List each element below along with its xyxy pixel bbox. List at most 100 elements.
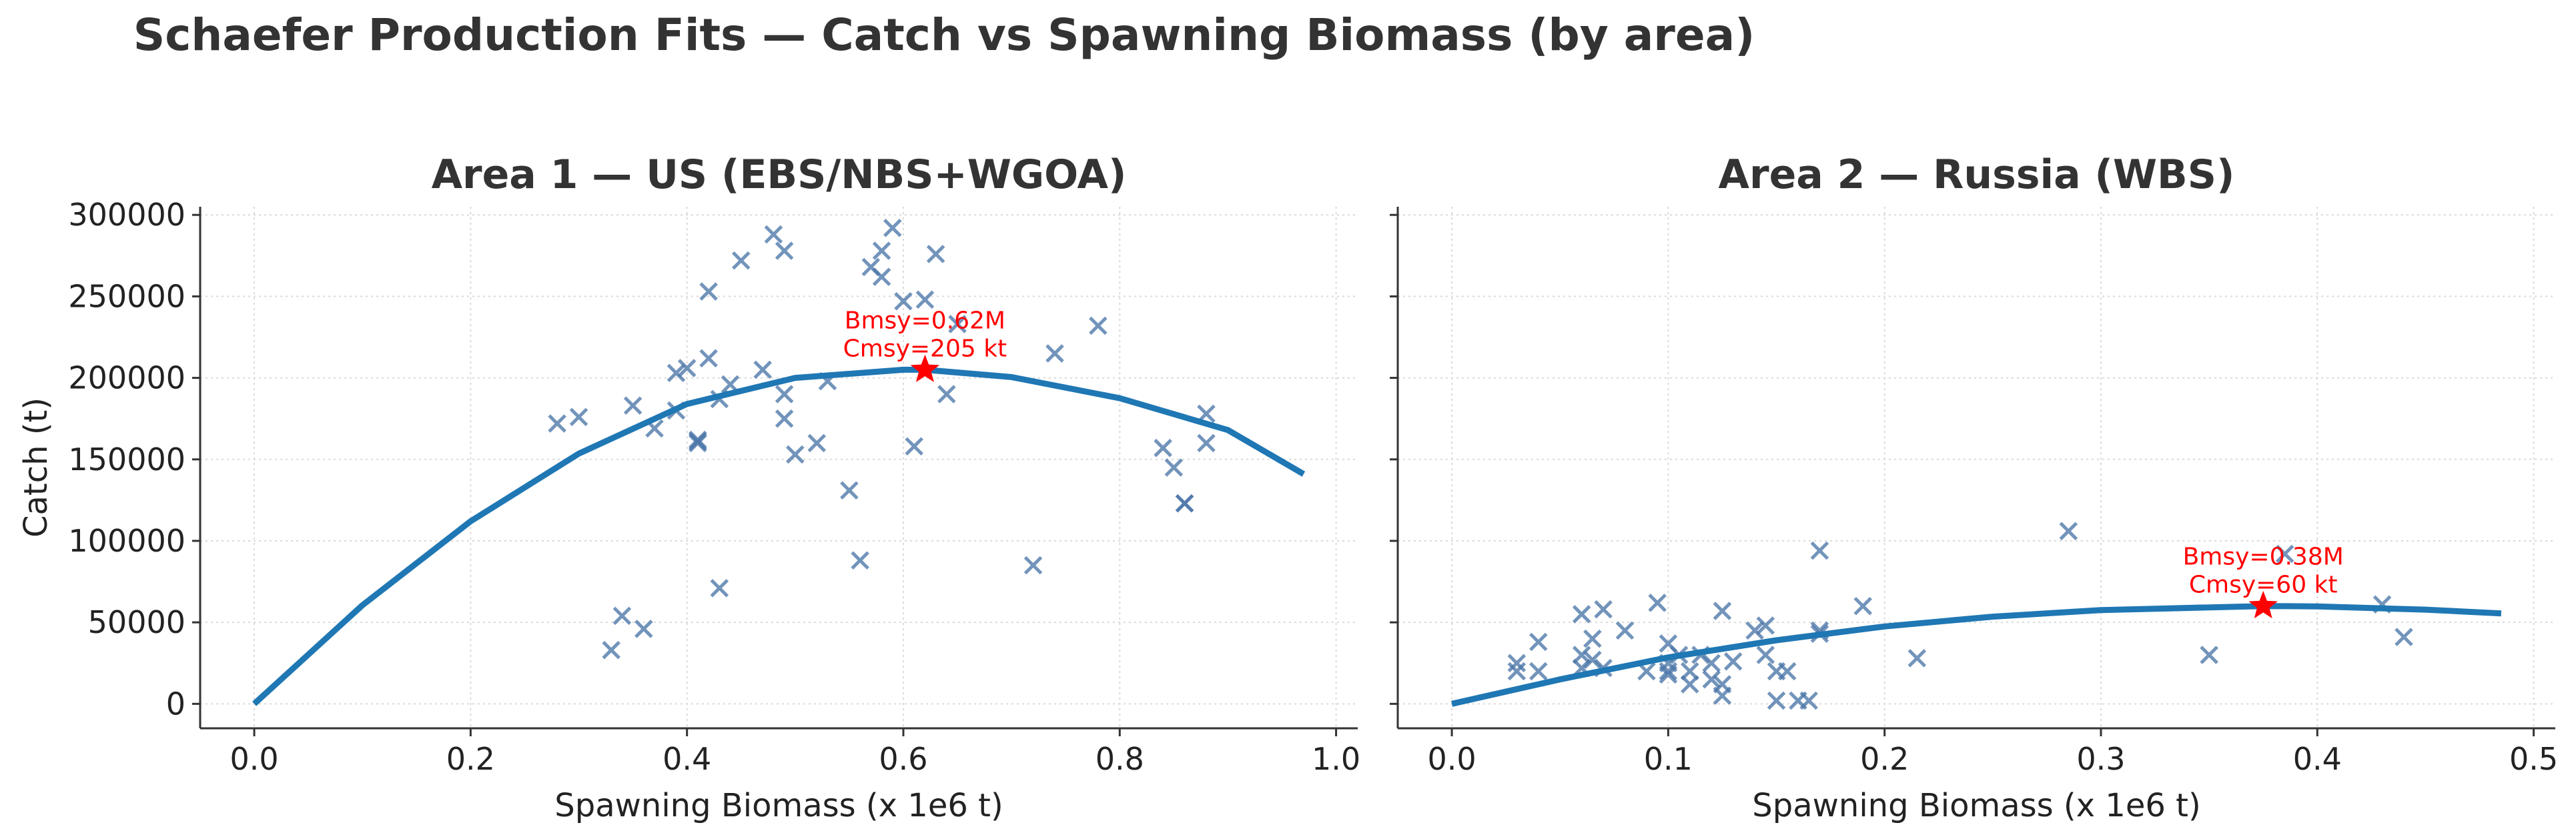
scatter-point [1507,662,1527,681]
scatter-point [1197,434,1216,453]
scatter-point [1702,654,1721,673]
scatter-point [1583,650,1602,670]
x-tick-label: 0.1 [1644,741,1693,777]
x-tick-label: 0.5 [2509,741,2558,777]
scatter-point [775,241,794,260]
y-axis-label: Catch (t) [17,397,55,538]
subplot-title: Area 2 — Russia (WBS) [1719,151,2235,198]
scatter-point [883,219,902,237]
scatter-point [677,359,697,377]
scatter-point [894,291,913,311]
scatter-point [775,409,794,428]
msy-star-marker [910,354,940,382]
scatter-point [948,315,967,333]
scatter-point [1089,316,1108,335]
scatter-point [2200,646,2218,664]
scatter-point [872,241,891,260]
x-tick-label: 0.0 [230,741,278,777]
scatter-point [926,245,945,263]
y-tick-label: 300000 [68,197,185,233]
scatter-point [753,360,772,379]
y-tick-label: 50000 [88,604,185,640]
scatter-point [731,251,751,270]
scatter-point [1572,646,1591,664]
scatter-point [1529,662,1548,681]
scatter-point [1023,556,1043,575]
y-tick-label: 0 [166,686,185,722]
scatter-point [1702,670,1721,689]
x-tick-label: 0.8 [1096,741,1144,777]
scatter-point [872,267,891,286]
scatter-point [710,579,729,598]
y-tick-label: 150000 [68,442,185,478]
scatter-point [1681,675,1699,694]
msy-annotation: Cmsy=60 kt [2189,572,2338,599]
scatter-point [2275,544,2294,564]
scatter-point [1659,665,1678,684]
scatter-point [689,432,707,451]
scatter-point [699,349,718,368]
scatter-point [1681,662,1699,681]
scatter-point [1572,605,1591,624]
scatter-point [1175,494,1194,513]
chart-panel-area-1: 0.0 0.2 0.4 0.6 0.8 1.0 0 50000 100000 150000 2000… [17,151,1360,824]
scatter-point [1615,621,1635,640]
scatter-point [2059,522,2078,541]
chart-panel-area-2: 0.0 0.1 0.2 0.3 0.4 0.5 Area 2 — Russia (WBS) S… [1390,151,2558,824]
scatter-point [1583,629,1602,648]
scatter-point [667,363,686,383]
scatter-point [1594,600,1613,619]
scatter-point [1507,654,1527,673]
subplot-title: Area 1 — US (EBS/NBS+WGOA) [432,151,1127,198]
scatter-point [807,434,827,453]
msy-annotation: Cmsy=205 kt [843,335,1007,362]
scatter-point [1853,596,1873,616]
x-tick-label: 0.6 [879,741,927,777]
y-tick-label: 100000 [68,523,185,559]
scatter-point [1713,675,1732,694]
scatter-point [612,606,632,626]
scatter-point [840,481,859,500]
x-axis-label: Spawning Biomass (x 1e6 t) [554,787,1003,824]
msy-annotation: Bmsy=0.62M [845,307,1005,334]
scatter-point [2395,628,2413,646]
msy-annotation: Bmsy=0.38M [2183,544,2344,571]
scatter-point [786,445,805,464]
scatter-point [1767,691,1786,710]
scatter-point [1756,616,1775,635]
fit-curve [252,366,1306,706]
scatter-point [1723,652,1743,671]
y-tick-label: 200000 [68,360,185,396]
scatter-point [1799,691,1818,710]
figure-title: Schaefer Production Fits — Catch vs Spaw… [133,9,1755,61]
scatter-point [623,396,642,415]
scatter-point [1713,602,1732,620]
scatter-point [1648,594,1667,612]
x-axis-label: Spawning Biomass (x 1e6 t) [1752,787,2200,824]
msy-star-marker [2248,590,2278,619]
scatter-point [1756,646,1775,664]
scatter-point [1659,662,1678,681]
scatter-point [905,437,923,456]
x-tick-label: 0.4 [663,741,711,777]
scatter-point [915,290,935,309]
x-tick-label: 1.0 [1312,741,1360,777]
fit-curve [1451,603,2502,707]
scatter-point [569,407,588,427]
scatter-point [1045,344,1064,363]
scatter-point [1529,632,1548,652]
x-tick-label: 0.3 [2076,741,2125,777]
scatter-point [699,282,718,301]
scatter-point [634,620,653,638]
x-tick-label: 0.0 [1427,741,1476,777]
y-tick-label: 250000 [68,278,185,314]
x-tick-label: 0.2 [1860,741,1909,777]
scatter-point [1777,662,1797,681]
scatter-point [851,551,869,570]
scatter-point [1154,438,1172,458]
scatter-point [1745,621,1764,640]
scatter-point [937,385,956,403]
scatter-point [764,225,783,244]
x-tick-label: 0.2 [446,741,495,777]
